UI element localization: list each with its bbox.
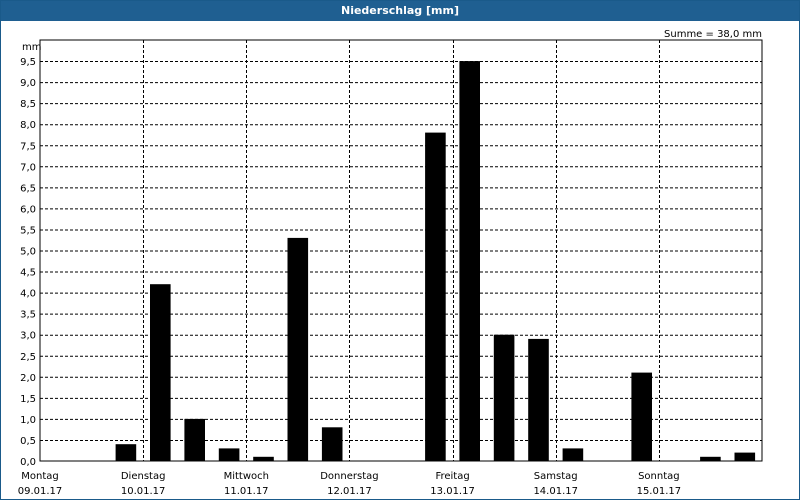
precip-bar [459, 61, 480, 461]
bars [115, 61, 756, 461]
y-tick-label: 5,0 [20, 247, 36, 258]
y-tick-label: 3,5 [20, 310, 36, 321]
precip-bar [218, 448, 240, 461]
y-tick-label: 6,0 [20, 204, 36, 215]
precip-bar [493, 334, 515, 461]
day-date-label: 14.01.17 [533, 486, 578, 497]
y-tick-label: 3,0 [20, 331, 36, 342]
y-tick-label: 2,5 [20, 352, 36, 363]
grid-lines [40, 40, 762, 461]
precip-bar [562, 448, 584, 461]
y-tick-label: 7,5 [20, 141, 36, 152]
y-tick-label: 2,0 [20, 373, 36, 384]
precip-bar [700, 456, 721, 461]
day-date-label: 13.01.17 [430, 486, 475, 497]
day-name-label: Donnerstag [320, 471, 378, 482]
day-name-label: Montag [21, 471, 58, 482]
precip-bar [734, 452, 756, 461]
y-tick-labels: 0,0 0,5 1,0 1,5 2,0 2,5 3,0 3,5 4,0 4,5 5,0 5,5 6,0 6… [20, 57, 36, 468]
plot-border [39, 39, 763, 462]
day-name-label: Sonntag [638, 471, 680, 482]
day-name-label: Samstag [534, 471, 578, 482]
day-date-label: 12.01.17 [327, 486, 372, 497]
day-name-label: Mittwoch [224, 471, 269, 482]
y-tick-label: 5,5 [20, 225, 36, 236]
precip-bar [184, 418, 205, 461]
y-tick-label: 9,5 [20, 57, 36, 68]
y-tick-label: 8,0 [20, 120, 36, 131]
precip-bar [631, 372, 652, 461]
day-date-label: 09.01.17 [18, 486, 63, 497]
precip-bar [150, 284, 171, 461]
day-date-label: 15.01.17 [637, 486, 682, 497]
x-day-labels: Montag 09.01.17 Dienstag 10.01.17 Mittwoch 11… [18, 471, 681, 497]
precip-bar [253, 456, 274, 461]
y-tick-label: 0,5 [20, 436, 36, 447]
y-tick-label: 4,5 [20, 268, 36, 279]
y-tick-label: 6,5 [20, 183, 36, 194]
sum-annotation: Summe = 38,0 mm [664, 29, 762, 40]
day-date-label: 11.01.17 [224, 486, 269, 497]
y-tick-label: 1,5 [20, 394, 36, 405]
precip-bar [321, 427, 343, 461]
precip-bar [528, 338, 549, 461]
day-date-label: 10.01.17 [121, 486, 166, 497]
y-tick-label: 8,5 [20, 99, 36, 110]
precip-bar [115, 444, 137, 461]
precip-bar [425, 132, 446, 461]
day-name-label: Dienstag [121, 471, 166, 482]
y-tick-label: 7,0 [20, 162, 36, 173]
chart-title: Niederschlag [mm] [1, 1, 799, 21]
y-tick-label: 1,0 [20, 415, 36, 426]
y-axis-unit-label: mm [22, 42, 41, 53]
precip-bar [287, 237, 309, 461]
y-tick-label: 0,0 [20, 457, 36, 468]
y-tick-label: 4,0 [20, 289, 36, 300]
y-tick-label: 9,0 [20, 78, 36, 89]
day-name-label: Freitag [435, 471, 469, 482]
